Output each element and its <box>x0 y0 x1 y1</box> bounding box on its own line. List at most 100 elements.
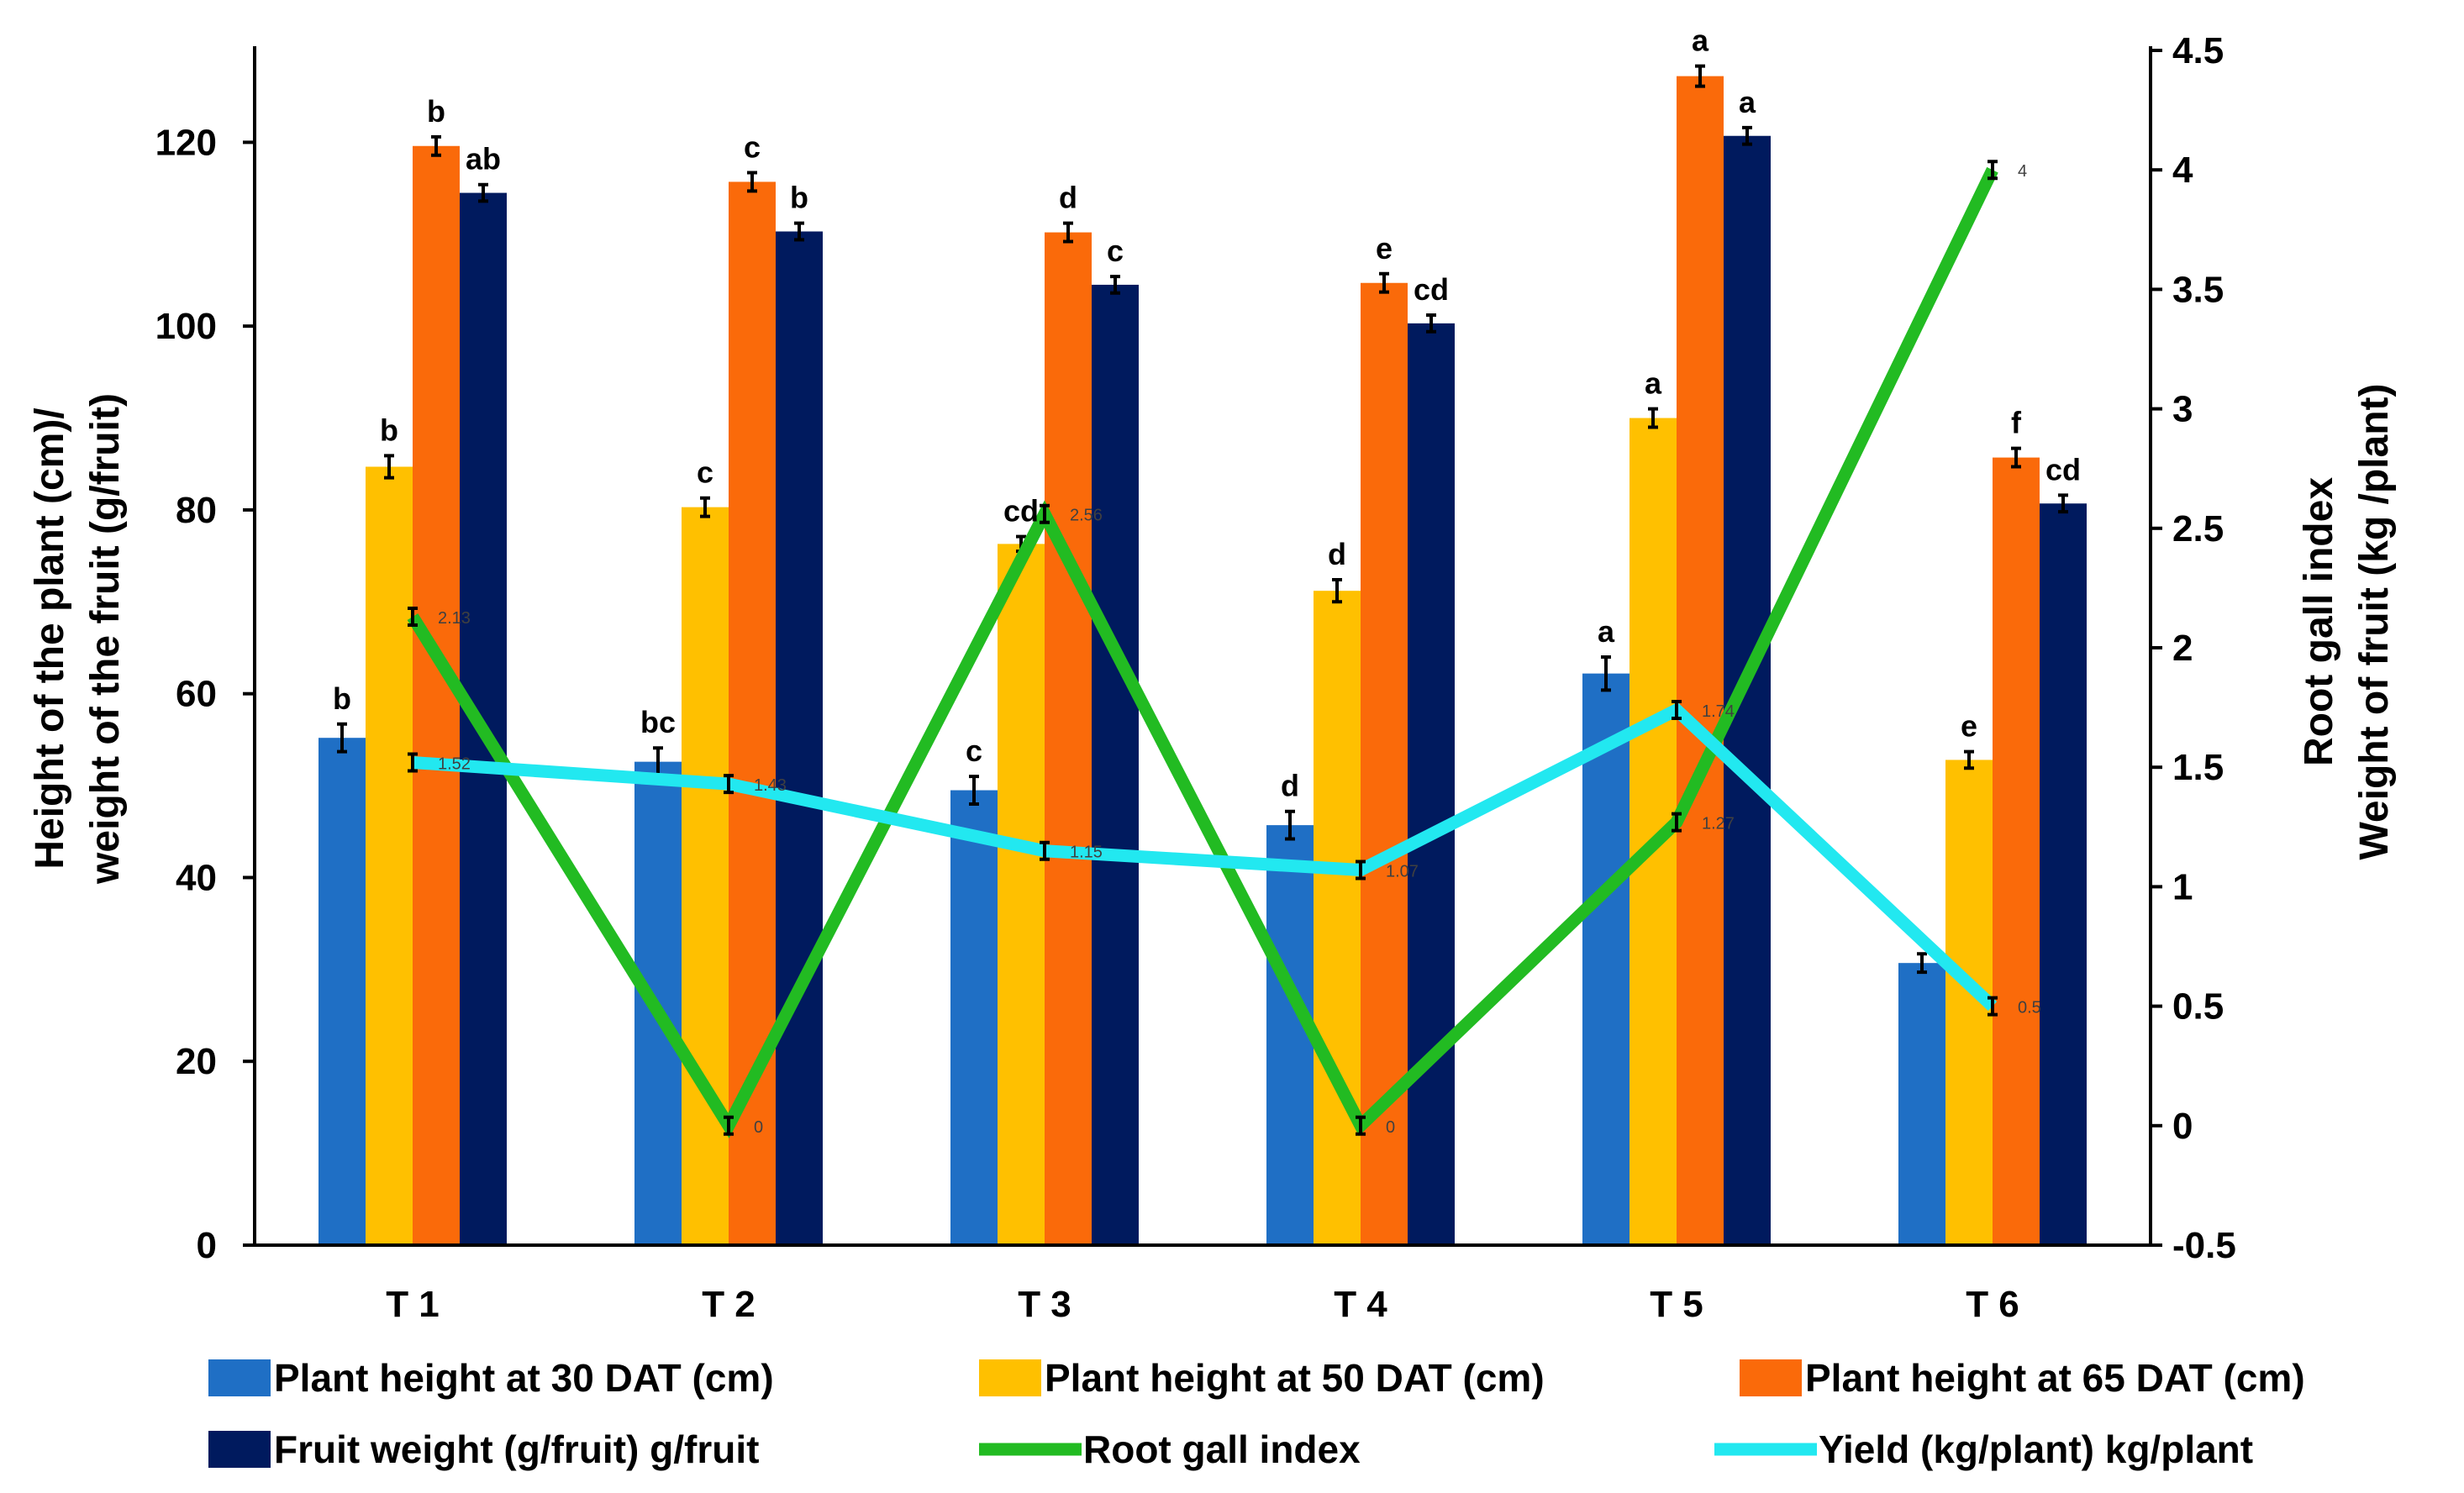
error-bar <box>700 496 710 518</box>
significance-letter: a <box>1645 366 1662 401</box>
axes-layer: 020406080100120-0.500.511.522.533.544.5T… <box>28 30 2397 1325</box>
legend-label: Plant height at 30 DAT (cm) <box>274 1356 774 1400</box>
right-tick-label: 0 <box>2172 1106 2193 1147</box>
significance-letter: cd <box>1414 272 1449 307</box>
bars-layer <box>319 76 2087 1246</box>
line-point-label: 4 <box>2018 162 2027 181</box>
lines-layer <box>407 160 1998 1138</box>
x-category-label: T 1 <box>386 1284 440 1325</box>
right-tick-label: 1.5 <box>2172 747 2224 788</box>
significance-letter: d <box>1059 181 1077 215</box>
error-bar <box>969 775 979 806</box>
legend-swatch <box>979 1359 1041 1396</box>
error-bar <box>478 182 488 203</box>
bar-Plant height at 65 DAT (cm)-T 6 <box>1993 457 2040 1245</box>
line-point-label: 1.07 <box>1386 862 1419 881</box>
legend: Plant height at 30 DAT (cm) Plant height … <box>208 1356 2305 1471</box>
legend-item: Plant height at 65 DAT (cm) <box>1740 1356 2305 1400</box>
bar-Plant height at 30 DAT (cm)-T 6 <box>1898 963 1945 1245</box>
left-tick-label: 100 <box>155 306 217 347</box>
right-tick-label: 2.5 <box>2172 508 2224 549</box>
line-marker-Yield (kg/plant) kg/plant <box>1356 860 1366 881</box>
x-category-label: T 6 <box>1966 1284 2019 1325</box>
significance-letter: a <box>1692 24 1709 58</box>
significance-letter: b <box>333 681 351 716</box>
legend-label: Yield (kg/plant) kg/plant <box>1819 1427 2253 1471</box>
significance-letter: d <box>1328 537 1346 571</box>
error-bar <box>794 221 804 242</box>
legend-swatch <box>208 1359 271 1396</box>
legend-item: Fruit weight (g/fruit) g/fruit <box>208 1427 759 1471</box>
left-tick-label: 40 <box>176 857 217 898</box>
bar-Plant height at 65 DAT (cm)-T 3 <box>1045 232 1092 1245</box>
legend-label: Root gall index <box>1083 1427 1361 1471</box>
significance-letter: cd <box>2045 452 2081 486</box>
bar-Fruit weight (g/fruit) g/fruit-T 6 <box>2040 503 2087 1245</box>
left-tick-label: 0 <box>197 1225 217 1266</box>
significance-letter: c <box>1107 234 1124 268</box>
legend-swatch <box>208 1431 271 1468</box>
legend-label: Plant height at 65 DAT (cm) <box>1805 1356 2305 1400</box>
right-tick-label: 4.5 <box>2172 30 2224 71</box>
error-bar <box>1379 271 1389 294</box>
bar-Fruit weight (g/fruit) g/fruit-T 3 <box>1092 284 1139 1245</box>
legend-label: Plant height at 50 DAT (cm) <box>1045 1356 1545 1400</box>
error-bar <box>1285 809 1295 841</box>
bar-Plant height at 30 DAT (cm)-T 1 <box>319 738 366 1245</box>
left-axis-title-line: Height of the plant (cm)/ <box>28 407 72 869</box>
line-point-label: 1.74 <box>1702 702 1735 721</box>
x-category-label: T 2 <box>702 1284 756 1325</box>
error-bar <box>1695 64 1705 88</box>
legend-item: Yield (kg/plant) kg/plant <box>1714 1427 2253 1471</box>
bar-Plant height at 30 DAT (cm)-T 5 <box>1582 673 1630 1245</box>
right-tick-label: 2 <box>2172 628 2193 669</box>
error-bar <box>747 171 757 193</box>
legend-swatch <box>1740 1359 1802 1396</box>
line-point-label: 0.5 <box>2018 999 2041 1017</box>
significance-letter: c <box>697 455 713 490</box>
left-tick-label: 60 <box>176 674 217 715</box>
line-marker-Yield (kg/plant) kg/plant <box>408 752 418 773</box>
line-marker-Yield (kg/plant) kg/plant <box>1988 996 1998 1017</box>
line-point-label: 2.13 <box>438 609 471 628</box>
error-bar <box>431 134 441 157</box>
error-bar <box>1110 275 1120 295</box>
significance-letter: b <box>427 94 445 129</box>
left-tick-label: 120 <box>155 122 217 163</box>
error-bar <box>1063 221 1073 244</box>
line-Yield (kg/plant) kg/plant <box>412 702 1998 1012</box>
error-bar <box>2058 493 2068 514</box>
legend-item: Plant height at 50 DAT (cm) <box>979 1356 1545 1400</box>
error-bars-layer <box>337 64 2068 975</box>
legend-item: Plant height at 30 DAT (cm) <box>208 1356 774 1400</box>
right-tick-label: 4 <box>2172 150 2193 191</box>
left-axis-title: Height of the plant (cm)/weight of the f… <box>28 393 128 885</box>
line-marker-Yield (kg/plant) kg/plant <box>724 774 734 795</box>
error-bar <box>1964 749 1974 770</box>
bar-Plant height at 30 DAT (cm)-T 3 <box>950 790 998 1245</box>
error-bar <box>384 454 394 480</box>
line-marker-Root gall index <box>724 1115 734 1136</box>
labels-layer: bbccdabccddaebcdeafabbccdacd2.1302.5601.… <box>333 24 2081 1137</box>
line-marker-Yield (kg/plant) kg/plant <box>1040 840 1050 861</box>
bar-Plant height at 50 DAT (cm)-T 2 <box>682 507 729 1245</box>
bar-Plant height at 65 DAT (cm)-T 1 <box>413 145 460 1245</box>
line-point-label: 0 <box>1386 1118 1395 1137</box>
line-point-label: 1.27 <box>1702 815 1735 833</box>
significance-letter: d <box>1281 769 1299 803</box>
significance-letter: a <box>1598 614 1615 649</box>
bar-Plant height at 30 DAT (cm)-T 4 <box>1266 825 1314 1245</box>
significance-letter: f <box>2011 406 2022 440</box>
right-tick-label: 3.5 <box>2172 269 2224 310</box>
line-point-label: 1.52 <box>438 755 471 774</box>
x-category-label: T 3 <box>1018 1284 1071 1325</box>
line-marker-Root gall index <box>1356 1115 1366 1136</box>
bar-Plant height at 50 DAT (cm)-T 3 <box>998 544 1045 1245</box>
line-marker-Root gall index <box>408 607 418 628</box>
line-marker-Yield (kg/plant) kg/plant <box>1672 699 1682 720</box>
right-tick-label: 1 <box>2172 866 2193 907</box>
significance-letter: e <box>1376 231 1393 265</box>
error-bar <box>1601 655 1611 692</box>
line-point-label: 1.15 <box>1070 844 1103 862</box>
